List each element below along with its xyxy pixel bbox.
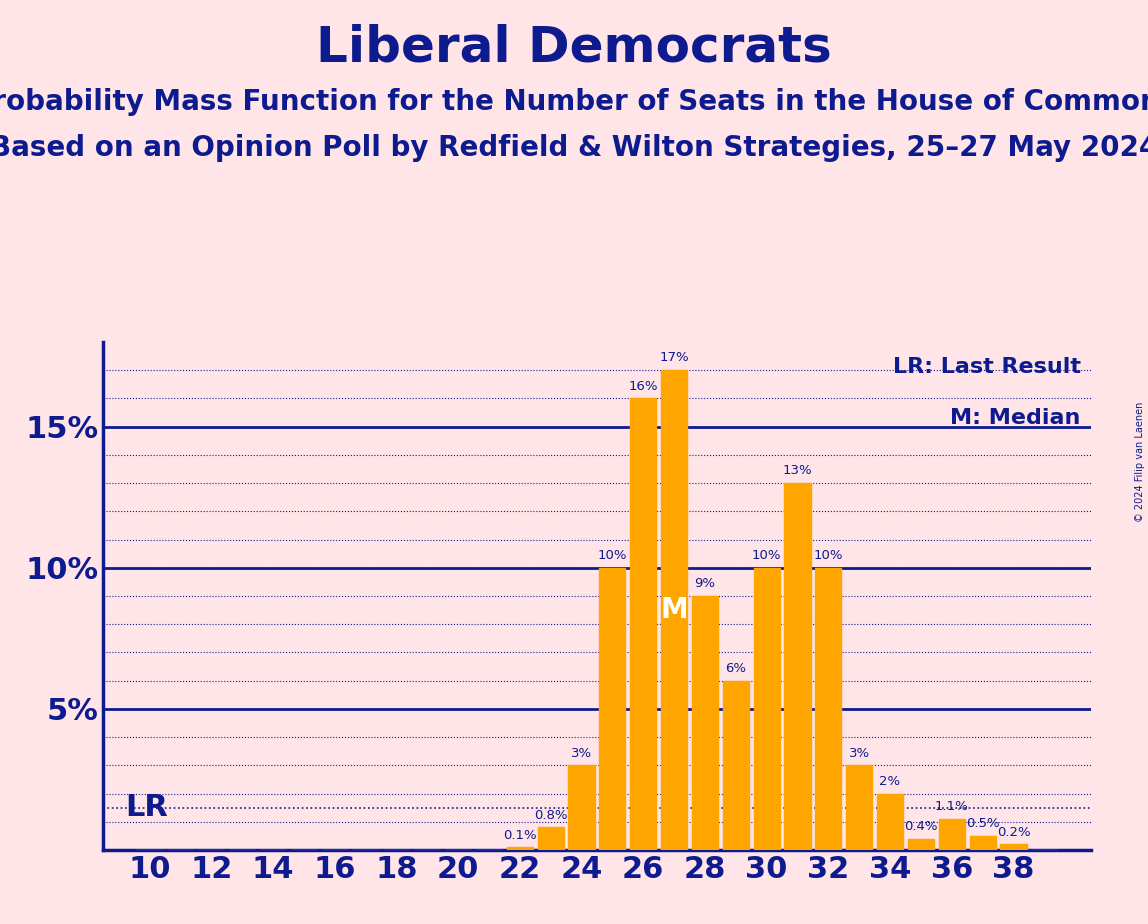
Text: Liberal Democrats: Liberal Democrats (316, 23, 832, 71)
Text: M: Median: M: Median (951, 408, 1080, 428)
Text: 0.2%: 0.2% (996, 826, 1030, 839)
Bar (723, 681, 748, 850)
Text: LR: LR (125, 793, 168, 822)
Bar (970, 836, 995, 850)
Text: LR: Last Result: LR: Last Result (893, 358, 1080, 377)
Bar (661, 371, 688, 850)
Bar (846, 765, 872, 850)
Bar (537, 828, 564, 850)
Text: 13%: 13% (783, 465, 813, 478)
Bar (506, 847, 533, 850)
Text: 10%: 10% (814, 549, 843, 562)
Text: 3%: 3% (848, 747, 870, 760)
Text: 10%: 10% (598, 549, 627, 562)
Text: 10%: 10% (752, 549, 782, 562)
Bar (877, 794, 903, 850)
Bar (753, 567, 779, 850)
Bar (939, 819, 964, 850)
Text: 2%: 2% (879, 775, 901, 788)
Bar (908, 839, 934, 850)
Text: 9%: 9% (695, 578, 715, 590)
Text: Based on an Opinion Poll by Redfield & Wilton Strategies, 25–27 May 2024: Based on an Opinion Poll by Redfield & W… (0, 134, 1148, 162)
Text: 16%: 16% (628, 380, 658, 393)
Text: M: M (660, 596, 688, 624)
Text: 0.4%: 0.4% (905, 821, 938, 833)
Text: 17%: 17% (659, 351, 689, 364)
Bar (784, 483, 810, 850)
Text: 0.8%: 0.8% (534, 808, 567, 821)
Bar (1000, 845, 1026, 850)
Bar (599, 567, 626, 850)
Text: Probability Mass Function for the Number of Seats in the House of Commons: Probability Mass Function for the Number… (0, 88, 1148, 116)
Bar (630, 398, 657, 850)
Text: 6%: 6% (726, 662, 746, 675)
Text: 1.1%: 1.1% (934, 800, 969, 813)
Text: 0.1%: 0.1% (503, 829, 536, 842)
Text: © 2024 Filip van Laenen: © 2024 Filip van Laenen (1135, 402, 1145, 522)
Text: 3%: 3% (571, 747, 592, 760)
Bar (815, 567, 841, 850)
Bar (568, 765, 595, 850)
Bar (692, 596, 718, 850)
Text: 0.5%: 0.5% (965, 818, 1000, 831)
